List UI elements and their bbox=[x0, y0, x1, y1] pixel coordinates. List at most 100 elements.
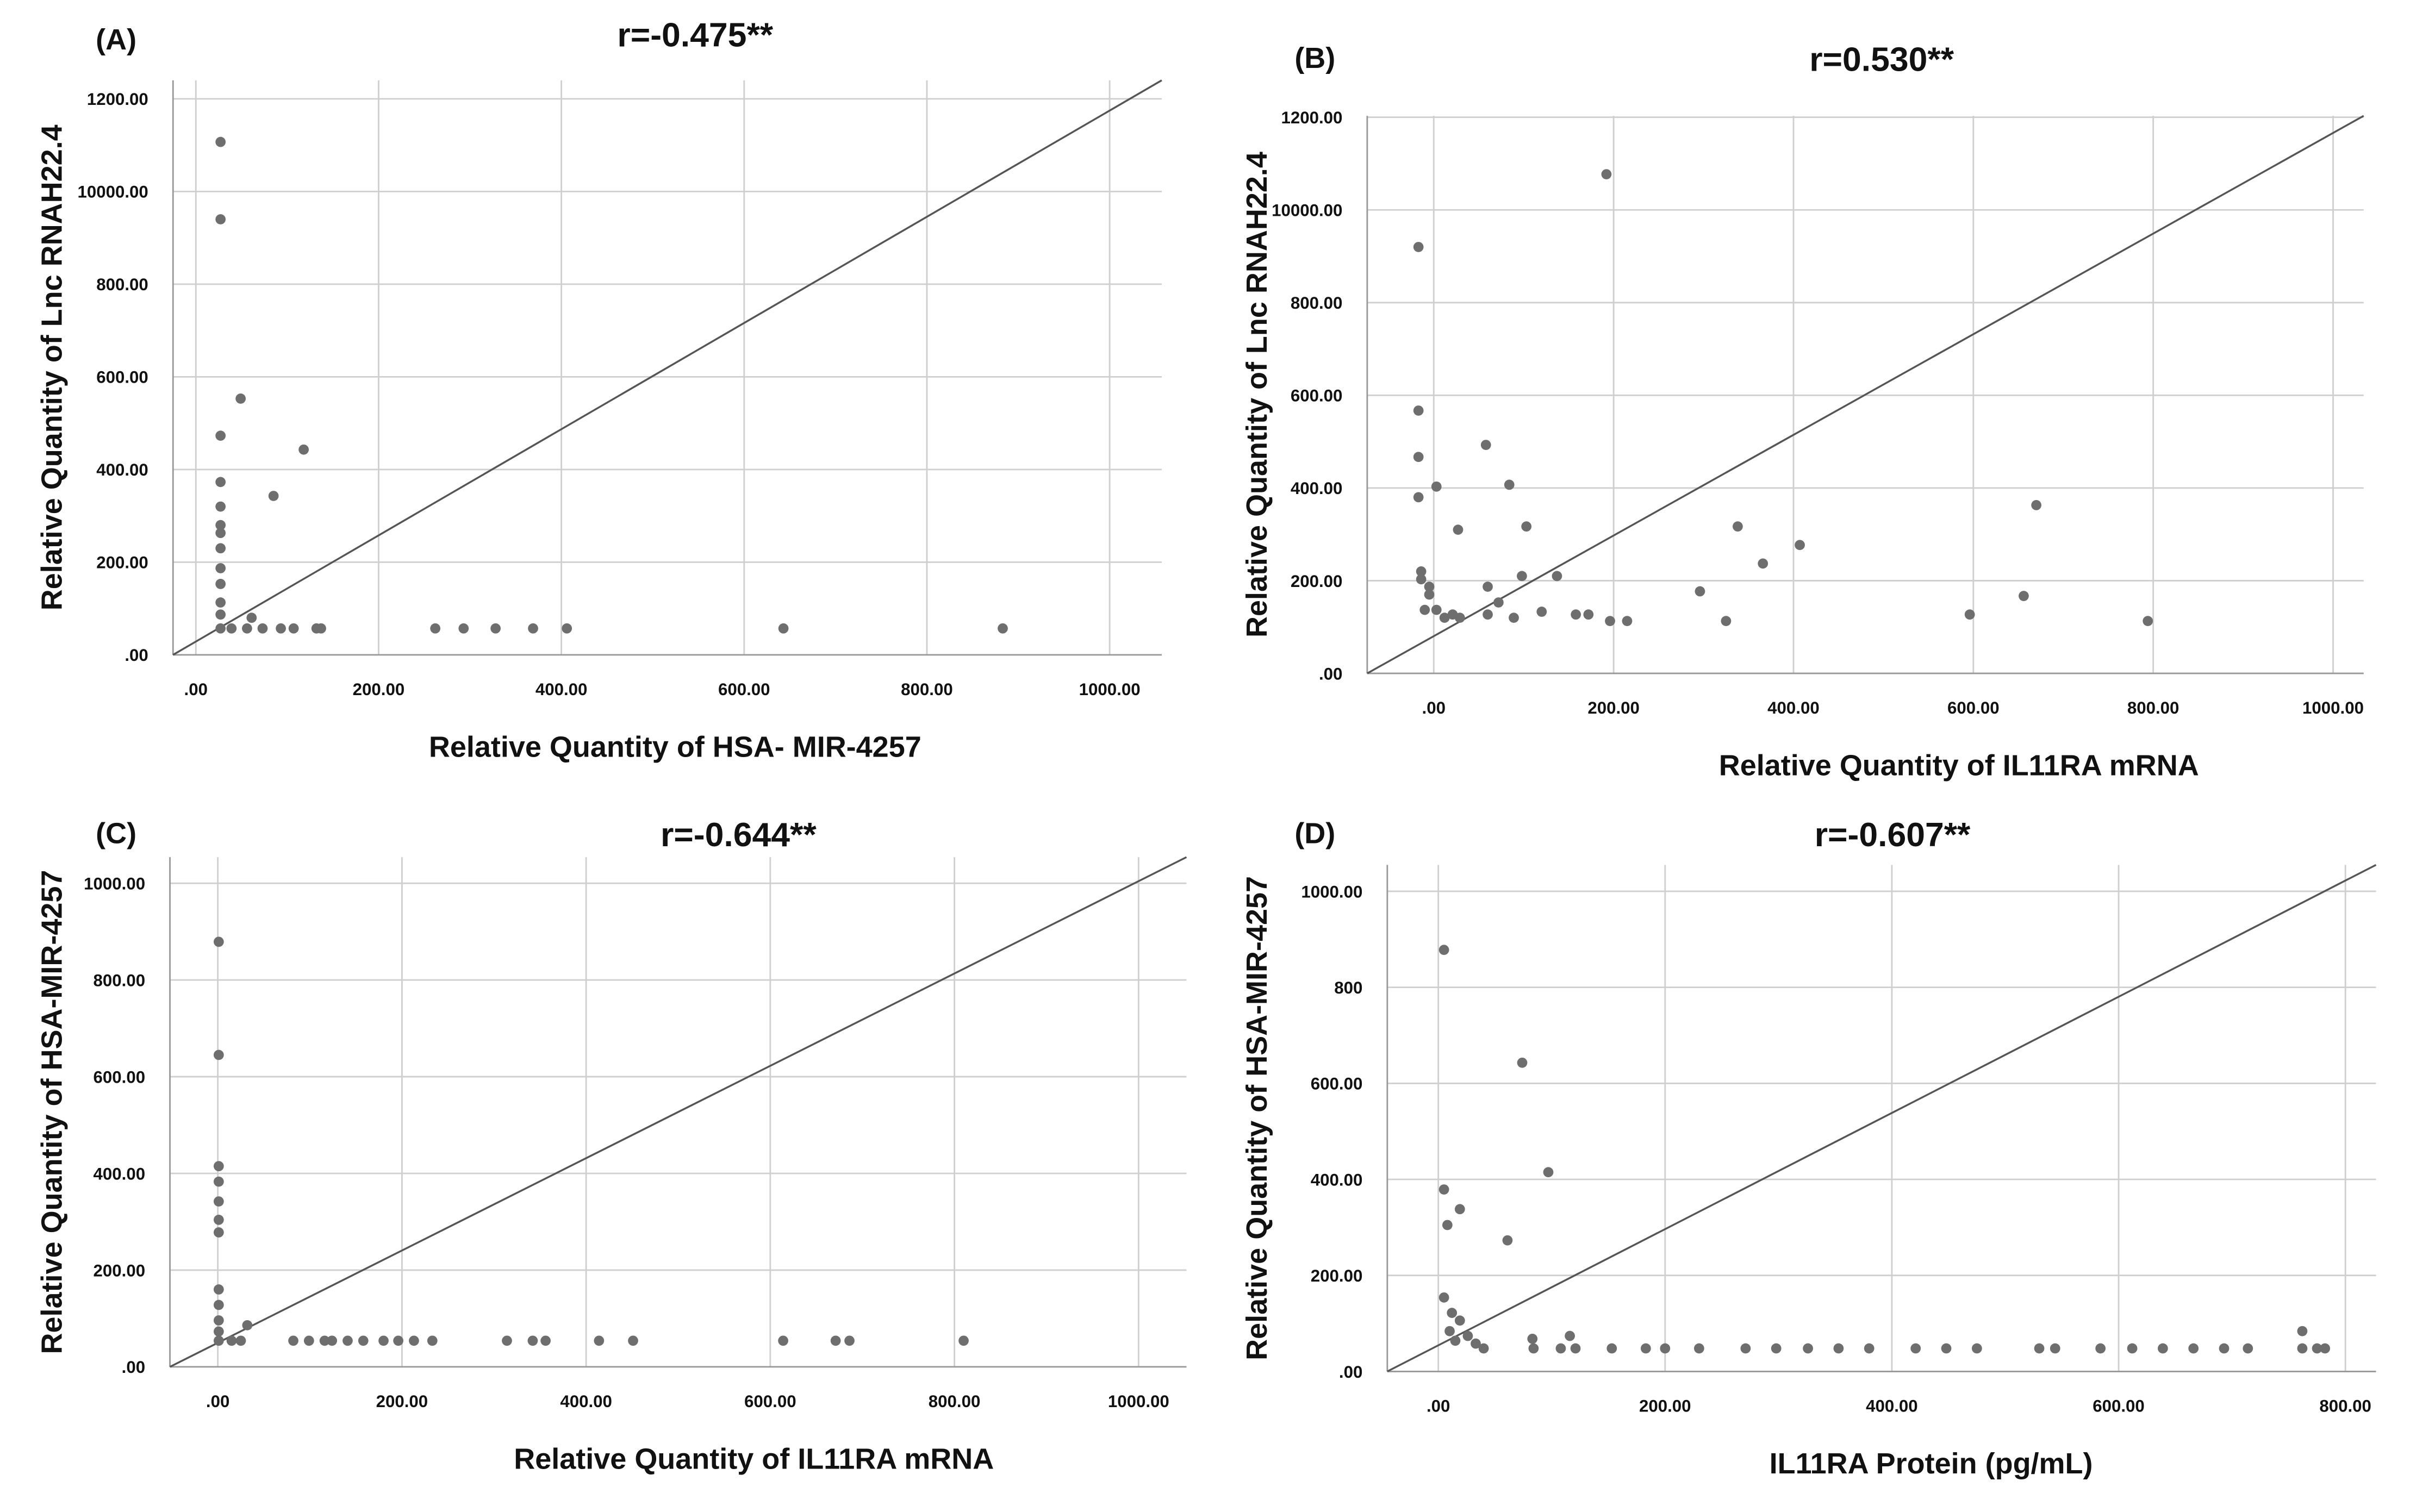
point bbox=[502, 1335, 512, 1346]
point bbox=[1941, 1343, 1952, 1354]
y-tick-label: 200.00 bbox=[1291, 572, 1343, 591]
y-tick-label: 600.00 bbox=[96, 368, 148, 387]
x-axis-label: IL11RA Protein (pg/mL) bbox=[1770, 1447, 2093, 1480]
y-tick-label: .00 bbox=[124, 646, 148, 665]
point bbox=[1733, 521, 1743, 532]
point bbox=[1483, 609, 1493, 620]
point bbox=[2243, 1343, 2253, 1354]
point bbox=[1640, 1343, 1651, 1354]
point bbox=[215, 501, 226, 512]
point bbox=[1438, 1184, 1449, 1195]
point bbox=[1833, 1343, 1844, 1354]
point bbox=[1454, 1204, 1465, 1215]
y-tick-label: 1000.00 bbox=[1301, 882, 1362, 901]
point bbox=[215, 477, 226, 488]
point bbox=[1413, 405, 1424, 416]
panel-label: (A) bbox=[96, 23, 136, 56]
point bbox=[1517, 571, 1527, 582]
point bbox=[316, 623, 326, 634]
point bbox=[778, 623, 789, 634]
x-tick-label: 200.00 bbox=[1587, 698, 1640, 717]
point bbox=[2034, 1343, 2045, 1354]
point bbox=[2031, 500, 2041, 510]
reference-line bbox=[172, 79, 1162, 656]
panel-label: (D) bbox=[1294, 817, 1335, 850]
point bbox=[844, 1335, 855, 1346]
x-axis-label: Relative Quantity of IL11RA mRNA bbox=[514, 1442, 994, 1475]
x-tick-label: 400.00 bbox=[535, 680, 588, 699]
y-tick-label: 200.00 bbox=[1311, 1266, 1363, 1285]
y-tick-label: 10000.00 bbox=[77, 183, 148, 202]
point bbox=[226, 623, 237, 634]
point bbox=[213, 1326, 224, 1337]
point bbox=[1536, 607, 1547, 617]
chart-title: r=-0.607** bbox=[1815, 816, 1971, 854]
point bbox=[213, 1196, 224, 1207]
point bbox=[215, 543, 226, 554]
point bbox=[378, 1335, 389, 1346]
x-tick-label: 800.00 bbox=[901, 680, 953, 699]
x-tick-label: 400.00 bbox=[1866, 1396, 1918, 1415]
point bbox=[213, 1161, 224, 1172]
point bbox=[276, 623, 286, 634]
x-tick-label: 200.00 bbox=[376, 1392, 428, 1411]
y-tick-label: 800.00 bbox=[96, 275, 148, 294]
y-tick-label: 600.00 bbox=[1311, 1074, 1363, 1094]
point bbox=[458, 623, 469, 634]
point bbox=[1450, 1335, 1461, 1346]
y-tick-label: .00 bbox=[122, 1358, 145, 1377]
x-tick-label: 400.00 bbox=[1767, 698, 1820, 717]
point bbox=[213, 1335, 224, 1346]
point bbox=[1424, 582, 1435, 592]
y-tick-label: 800.00 bbox=[1291, 293, 1343, 313]
x-tick-label: 800.00 bbox=[929, 1392, 981, 1411]
point bbox=[2050, 1343, 2060, 1354]
point bbox=[288, 623, 299, 634]
point bbox=[1740, 1343, 1751, 1354]
point bbox=[1493, 597, 1504, 608]
y-tick-label: 400.00 bbox=[94, 1164, 146, 1183]
point bbox=[1413, 242, 1424, 252]
y-tick-label: 400.00 bbox=[1291, 479, 1343, 498]
x-tick-label: 600.00 bbox=[744, 1392, 796, 1411]
point bbox=[1605, 616, 1615, 626]
point bbox=[778, 1335, 788, 1346]
point bbox=[1504, 479, 1515, 490]
point bbox=[1971, 1343, 1982, 1354]
point bbox=[1660, 1343, 1671, 1354]
point bbox=[1478, 1343, 1489, 1354]
point bbox=[527, 1335, 538, 1346]
point bbox=[1543, 1167, 1554, 1178]
point bbox=[528, 623, 538, 634]
point bbox=[215, 609, 226, 620]
point bbox=[1447, 1308, 1458, 1318]
y-axis-label: Relative Quantity of Lnc RNAH22.4 bbox=[1241, 152, 1273, 638]
point bbox=[1517, 1057, 1528, 1068]
point bbox=[628, 1335, 638, 1346]
point bbox=[1453, 524, 1464, 535]
point bbox=[1864, 1343, 1875, 1354]
y-tick-label: .00 bbox=[1339, 1363, 1362, 1382]
point bbox=[1565, 1330, 1575, 1341]
point bbox=[215, 430, 226, 441]
point bbox=[540, 1335, 551, 1346]
x-tick-label: .00 bbox=[1427, 1396, 1450, 1415]
chart-title: r=0.530** bbox=[1809, 41, 1954, 79]
point bbox=[1528, 1343, 1539, 1354]
point bbox=[215, 597, 226, 608]
point bbox=[1555, 1343, 1566, 1354]
point bbox=[257, 623, 268, 634]
point bbox=[242, 623, 252, 634]
point bbox=[319, 1335, 330, 1346]
chart-title: r=-0.644** bbox=[661, 816, 817, 854]
point bbox=[1552, 571, 1562, 582]
point bbox=[998, 623, 1008, 634]
point bbox=[268, 491, 279, 501]
point bbox=[430, 623, 441, 634]
x-tick-label: 1000.00 bbox=[1079, 680, 1141, 699]
x-tick-label: .00 bbox=[184, 680, 208, 699]
x-tick-label: 200.00 bbox=[1639, 1396, 1691, 1415]
point bbox=[327, 1335, 338, 1346]
point bbox=[2143, 616, 2153, 626]
point bbox=[1502, 1235, 1513, 1246]
